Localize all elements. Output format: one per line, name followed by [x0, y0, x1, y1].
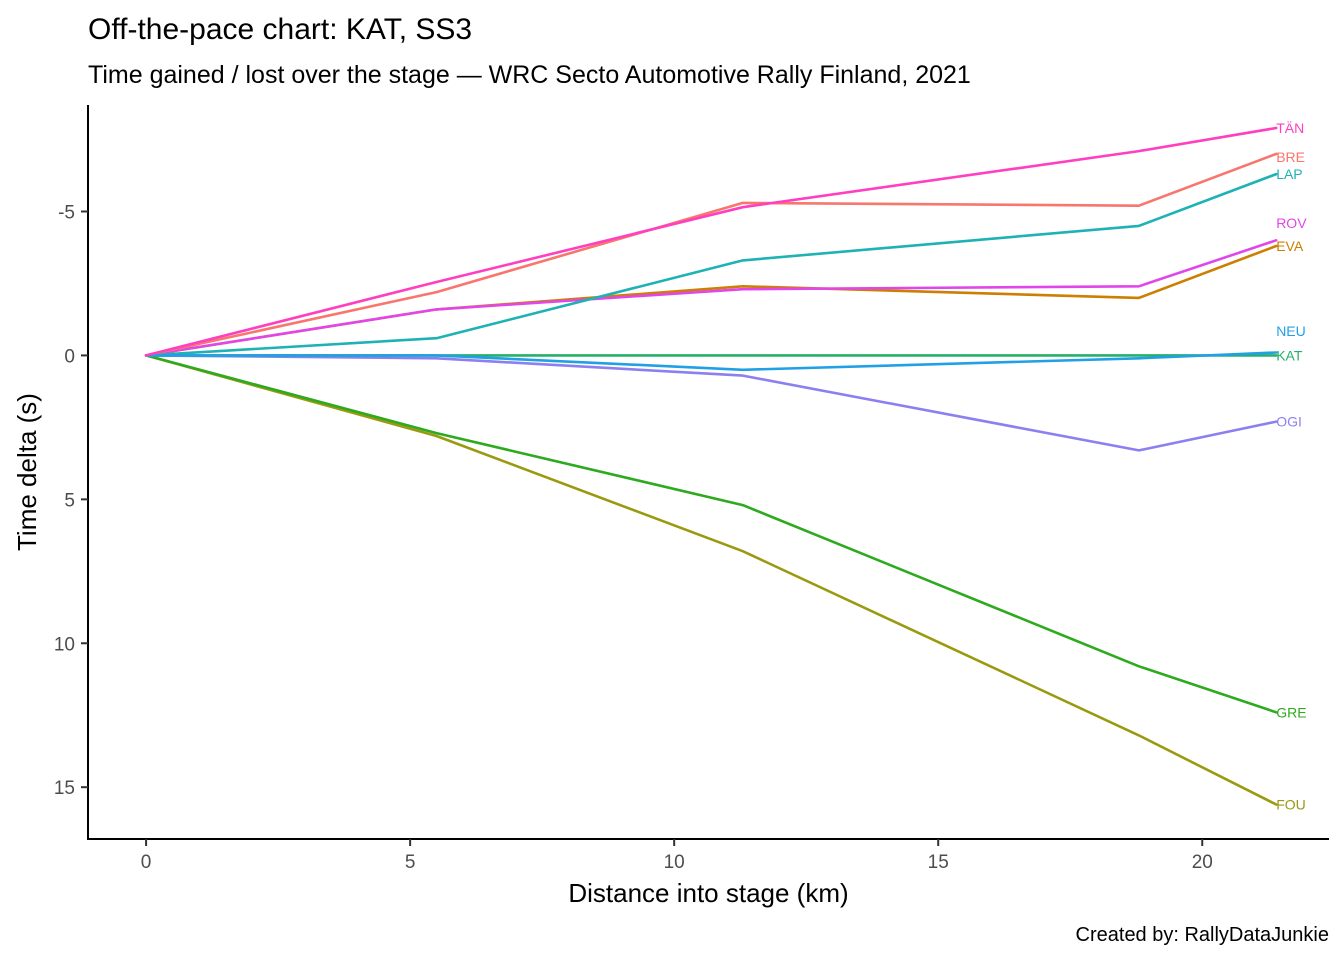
series-label-gre: GRE [1276, 704, 1306, 720]
series-label-tän: TÄN [1276, 120, 1304, 136]
y-axis-title: Time delta (s) [12, 393, 42, 551]
x-tick-label: 5 [405, 852, 416, 873]
series-line-gre [144, 354, 1278, 714]
x-tick-label: 0 [141, 852, 152, 873]
x-ticks: 0 5 10 15 20 [141, 839, 1213, 873]
series-label-ogi: OGI [1276, 414, 1302, 430]
series-label-eva: EVA [1276, 238, 1304, 254]
series-line-rov [144, 239, 1278, 357]
x-tick-label: 15 [928, 852, 949, 873]
y-tick-label: -5 [58, 203, 75, 224]
series-label-neu: NEU [1276, 323, 1306, 339]
series-line-tän [144, 126, 1278, 357]
y-ticks: -5 0 5 10 15 [54, 203, 88, 799]
series-label-bre: BRE [1276, 149, 1305, 165]
series-label-rov: ROV [1276, 215, 1307, 231]
series-line-neu [144, 351, 1278, 372]
chart-title: Off-the-pace chart: KAT, SS3 [88, 13, 472, 46]
y-tick-label: 10 [54, 634, 75, 655]
axes [87, 105, 1329, 840]
series-label-fou: FOU [1276, 796, 1306, 812]
series-line-eva [144, 244, 1278, 357]
series-label-kat: KAT [1276, 347, 1303, 363]
y-tick-label: 15 [54, 778, 75, 799]
x-axis-title: Distance into stage (km) [568, 878, 848, 908]
chart-subtitle: Time gained / lost over the stage — WRC … [88, 61, 971, 89]
series-line-lap [144, 172, 1278, 357]
series-line-bre [144, 152, 1278, 357]
y-tick-label: 0 [64, 346, 75, 367]
series-line-fou [144, 354, 1278, 806]
series-lines [144, 126, 1278, 806]
y-tick-label: 5 [64, 490, 75, 511]
x-tick-label: 10 [664, 852, 685, 873]
chart-caption: Created by: RallyDataJunkie [1076, 924, 1329, 946]
series-line-ogi [144, 354, 1278, 452]
x-tick-label: 20 [1192, 852, 1213, 873]
series-label-lap: LAP [1276, 166, 1302, 182]
